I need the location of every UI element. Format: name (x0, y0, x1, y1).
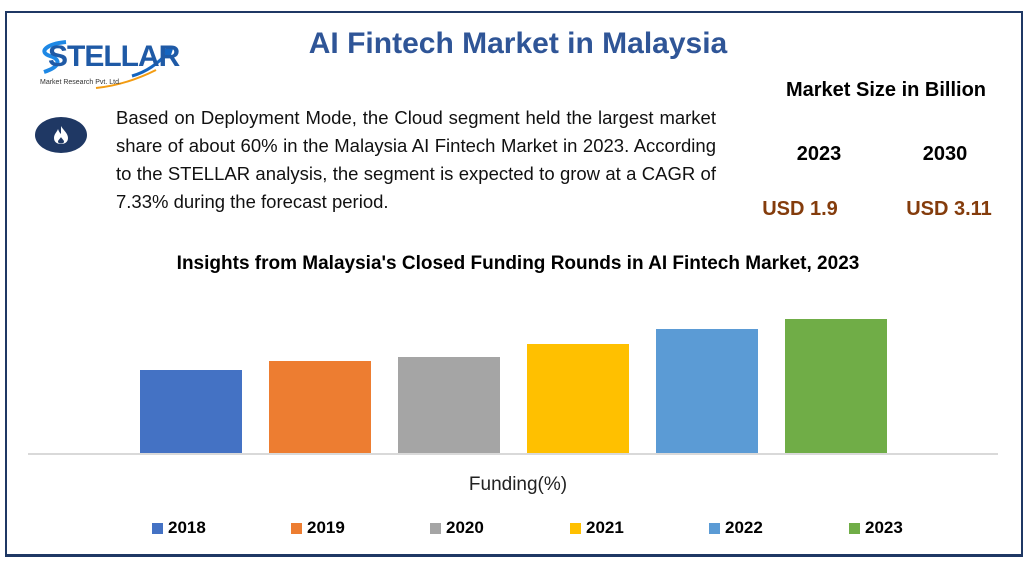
legend-swatch-icon (570, 522, 581, 534)
legend-swatch-icon (709, 522, 720, 534)
legend-item-2022: 2022 (709, 518, 763, 538)
flame-icon (35, 117, 87, 153)
market-size-year-2023: 2023 (796, 143, 842, 165)
x-axis-line (28, 453, 998, 455)
page-title: AI Fintech Market in Malaysia (308, 27, 728, 60)
bar-2019 (269, 361, 371, 454)
legend-label: 2022 (725, 518, 763, 537)
legend-item-2018: 2018 (152, 518, 206, 538)
bar-2022 (656, 329, 758, 454)
legend-label: 2020 (446, 518, 484, 537)
logo-name: STELLAR (48, 40, 180, 73)
legend-item-2020: 2020 (430, 518, 484, 538)
x-axis-label: Funding(%) (468, 474, 568, 495)
bar-2018 (140, 370, 242, 454)
logo-tagline: Market Research Pvt. Ltd. (40, 79, 121, 86)
legend-swatch-icon (849, 522, 860, 534)
legend-item-2021: 2021 (570, 518, 624, 538)
legend-label: 2018 (168, 518, 206, 537)
market-size-value-2030: USD 3.11 (906, 198, 992, 220)
stellar-logo: STELLAR Market Research Pvt. Ltd. (36, 36, 180, 92)
bar-chart-plot (28, 300, 998, 456)
bar-2023 (785, 319, 887, 454)
summary-text: Based on Deployment Mode, the Cloud segm… (116, 107, 716, 212)
legend-swatch-icon (291, 522, 302, 534)
market-size-value-2023: USD 1.9 (762, 198, 838, 220)
market-size-year-2030: 2030 (922, 143, 968, 165)
logo-swoosh-icon (42, 40, 174, 89)
legend-item-2023: 2023 (849, 518, 903, 538)
legend-item-2019: 2019 (291, 518, 345, 538)
bar-2020 (398, 357, 500, 454)
infographic-frame (5, 11, 1023, 557)
legend-label: 2021 (586, 518, 624, 537)
legend-label: 2019 (307, 518, 345, 537)
market-size-title: Market Size in Billion (785, 79, 987, 101)
legend-swatch-icon (430, 522, 441, 534)
chart-title: Insights from Malaysia's Closed Funding … (176, 253, 860, 274)
bar-2021 (527, 344, 629, 454)
legend-swatch-icon (152, 522, 163, 534)
legend-label: 2023 (865, 518, 903, 537)
